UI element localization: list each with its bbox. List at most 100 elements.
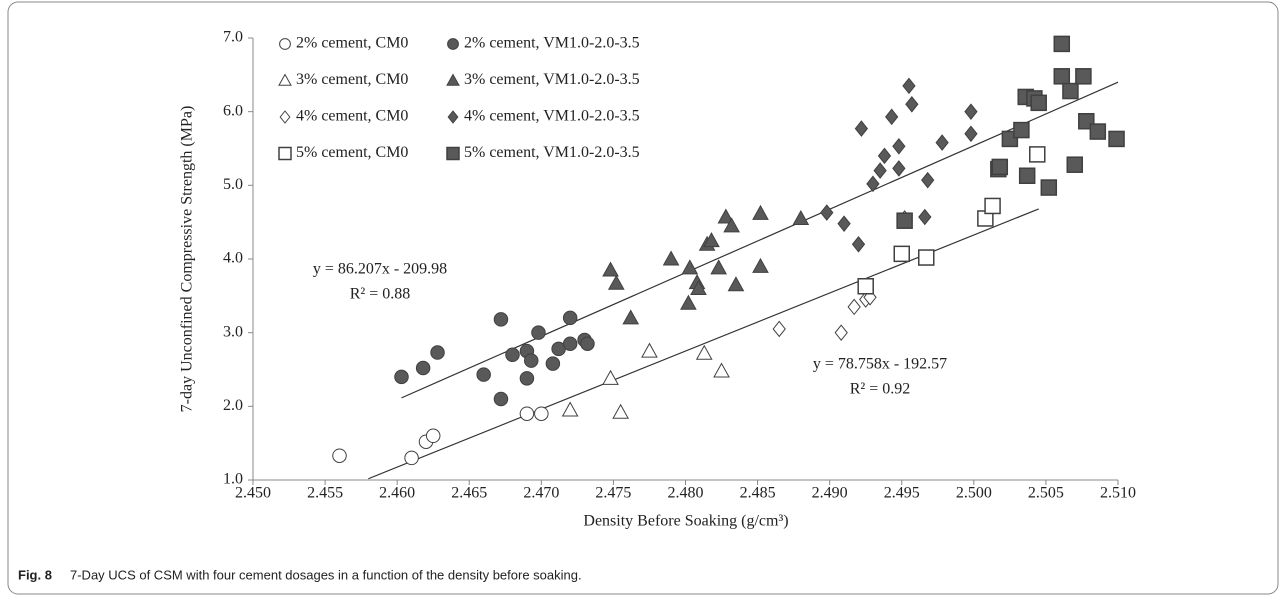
point	[710, 259, 728, 275]
point	[905, 95, 919, 113]
x-tick-label: 2.475	[595, 485, 631, 502]
x-tick-label: 2.480	[668, 485, 704, 502]
point	[727, 276, 745, 292]
point	[921, 171, 935, 189]
point	[493, 391, 509, 407]
point	[935, 134, 949, 151]
point	[1013, 121, 1030, 139]
x-tick-label: 2.495	[884, 485, 920, 502]
point	[896, 212, 913, 229]
legend-marker	[447, 38, 459, 50]
point	[752, 257, 769, 273]
point	[680, 294, 697, 310]
legend-label: 2% cement, VM1.0-2.0-3.5	[464, 35, 640, 52]
point	[415, 360, 431, 376]
point	[964, 125, 978, 143]
caption-label: Fig. 8	[18, 567, 52, 582]
point	[792, 209, 810, 225]
point	[837, 215, 851, 232]
point	[1030, 94, 1047, 112]
point	[892, 160, 906, 177]
point	[964, 103, 978, 120]
point	[562, 310, 578, 326]
point	[561, 401, 579, 417]
legend-label: 4% cement, CM0	[296, 108, 408, 125]
point	[607, 274, 625, 290]
point	[1066, 156, 1083, 173]
y-tick-label: 5.0	[223, 176, 243, 193]
point	[984, 197, 1001, 215]
point	[1040, 179, 1058, 196]
point	[1075, 68, 1092, 85]
point	[820, 204, 834, 221]
point	[723, 217, 740, 233]
point	[602, 369, 619, 385]
legend-label: 3% cement, VM1.0-2.0-3.5	[464, 71, 640, 88]
point	[1053, 35, 1071, 53]
point	[902, 77, 916, 95]
point	[873, 162, 887, 179]
figure-frame	[7, 1, 1279, 595]
point	[866, 175, 880, 193]
x-tick-label: 2.510	[1100, 485, 1136, 502]
point	[991, 158, 1009, 176]
y-tick-label: 1.0	[223, 471, 243, 488]
point	[695, 344, 713, 360]
legend-marker	[278, 146, 292, 161]
x-tick-label: 2.455	[307, 485, 343, 502]
point	[690, 279, 707, 295]
point	[531, 325, 546, 340]
x-tick-label: 2.470	[523, 485, 559, 502]
point	[681, 259, 699, 275]
point	[1108, 130, 1125, 148]
legend-marker	[279, 38, 291, 50]
legend-label: 3% cement, CM0	[296, 71, 408, 88]
point	[752, 204, 769, 220]
point	[612, 403, 629, 419]
legend-label: 2% cement, CM0	[296, 35, 408, 52]
trend-r2: R² = 0.88	[350, 286, 411, 303]
trend-equation: y = 86.207x - 209.98	[313, 261, 447, 278]
point	[857, 278, 874, 295]
point	[523, 353, 539, 368]
point	[519, 371, 535, 386]
legend-label: 5% cement, CM0	[296, 144, 408, 161]
point	[641, 342, 658, 358]
point	[519, 406, 535, 421]
point	[1089, 123, 1107, 140]
point	[893, 245, 910, 263]
point	[854, 120, 869, 137]
caption: 7-Day UCS of CSM with four cement dosage…	[70, 567, 582, 582]
point	[545, 356, 561, 371]
point	[892, 137, 906, 155]
point	[834, 324, 848, 341]
point	[622, 309, 640, 325]
point	[885, 108, 899, 126]
trend-line	[401, 81, 1119, 399]
point	[580, 336, 595, 351]
point	[877, 147, 892, 165]
point	[1029, 146, 1046, 163]
y-tick-label: 4.0	[223, 250, 243, 267]
point	[713, 362, 730, 378]
point	[1062, 82, 1079, 100]
point	[847, 298, 861, 316]
y-tick-label: 6.0	[223, 102, 243, 119]
point	[851, 235, 866, 253]
x-tick-label: 2.505	[1028, 485, 1064, 502]
point	[425, 428, 441, 444]
point	[493, 312, 509, 327]
point	[918, 249, 935, 266]
y-tick-label: 3.0	[223, 323, 243, 340]
legend-marker	[278, 73, 292, 86]
point	[534, 406, 549, 421]
point	[918, 208, 932, 226]
x-tick-label: 2.500	[956, 485, 992, 502]
x-tick-label: 2.465	[451, 485, 487, 502]
y-axis-title: 7-day Unconfined Compressive Strength (M…	[179, 106, 196, 413]
legend-marker	[446, 146, 460, 161]
legend-marker	[279, 110, 291, 124]
x-tick-label: 2.450	[235, 485, 271, 502]
point	[703, 232, 720, 248]
trend-r2: R² = 0.92	[850, 381, 911, 398]
